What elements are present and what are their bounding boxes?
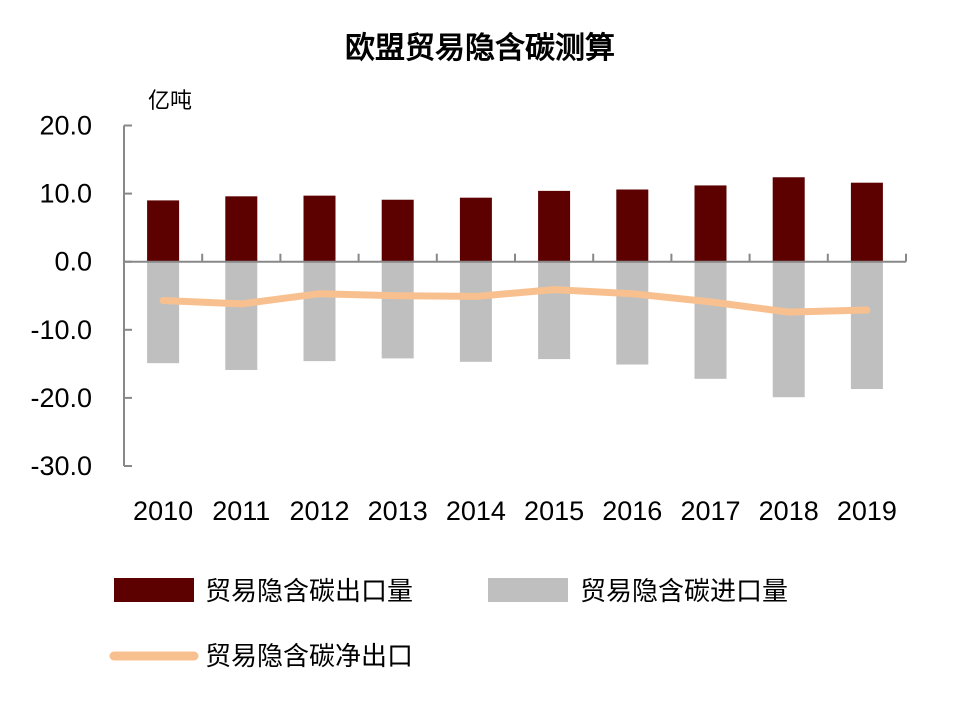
chart-title: 欧盟贸易隐含碳测算	[345, 31, 615, 66]
y-tick-label: 0.0	[54, 247, 92, 277]
legend-swatch-export	[114, 578, 194, 602]
y-tick-label: -30.0	[30, 451, 92, 481]
legend-label-export: 贸易隐含碳出口量	[205, 577, 413, 607]
bar-export-2017	[694, 185, 727, 262]
bar-import-2014	[459, 261, 492, 362]
bar-export-2016	[616, 189, 649, 262]
x-tick-label: 2013	[368, 496, 428, 526]
bar-import-2015	[538, 261, 571, 360]
x-tick-label: 2011	[212, 496, 270, 526]
bar-import-2017	[694, 261, 727, 379]
x-tick-label: 2019	[837, 496, 897, 526]
bar-export-2011	[225, 196, 258, 262]
y-tick-label: 20.0	[39, 111, 92, 141]
bar-import-2018	[772, 261, 805, 398]
bar-export-2018	[772, 177, 805, 262]
bar-import-2013	[381, 261, 414, 359]
bar-import-2011	[225, 261, 258, 370]
x-tick-label: 2015	[524, 496, 584, 526]
y-tick-label: -10.0	[30, 315, 92, 345]
y-tick-label: -20.0	[30, 383, 92, 413]
legend-label-net: 贸易隐含碳净出口	[205, 642, 413, 672]
bar-import-2012	[303, 261, 336, 362]
unit-label: 亿吨	[148, 89, 192, 114]
legend-swatch-import	[488, 578, 568, 602]
bar-import-2010	[147, 261, 180, 364]
legend-label-import: 贸易隐含碳进口量	[580, 577, 788, 607]
bar-export-2010	[147, 200, 180, 262]
bar-export-2019	[850, 182, 883, 262]
x-tick-label: 2017	[680, 496, 740, 526]
x-tick-label: 2016	[602, 496, 662, 526]
x-tick-label: 2010	[133, 496, 193, 526]
bar-export-2012	[303, 195, 336, 262]
y-tick-label: 10.0	[39, 179, 92, 209]
net-export-line	[159, 286, 871, 316]
x-tick-label: 2012	[289, 496, 349, 526]
bar-export-2015	[538, 190, 571, 262]
bar-export-2013	[381, 199, 414, 262]
bar-export-2014	[459, 197, 492, 262]
x-tick-label: 2014	[446, 496, 506, 526]
legend: 贸易隐含碳出口量 贸易隐含碳进口量 贸易隐含碳净出口	[109, 577, 788, 672]
bar-import-2016	[616, 261, 649, 365]
bar-import-2019	[850, 261, 883, 390]
x-tick-label: 2018	[759, 496, 819, 526]
